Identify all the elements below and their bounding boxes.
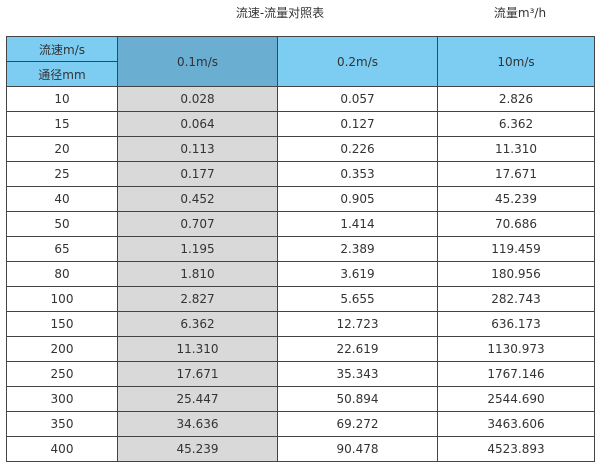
diameter-cell: 250 [6, 361, 118, 387]
flow-cell: 0.707 [117, 211, 278, 237]
table-row: 40 0.452 0.905 45.239 [6, 186, 595, 212]
table-row: 50 0.707 1.414 70.686 [6, 211, 595, 237]
flow-cell: 180.956 [437, 261, 595, 287]
flow-cell: 3463.606 [437, 411, 595, 437]
table-row: 20 0.113 0.226 11.310 [6, 136, 595, 162]
flow-cell: 6.362 [437, 111, 595, 137]
flow-cell: 0.057 [277, 86, 438, 112]
flow-cell: 2.826 [437, 86, 595, 112]
flow-cell: 2544.690 [437, 386, 595, 412]
table-row: 100 2.827 5.655 282.743 [6, 286, 595, 312]
table-title: 流速-流量对照表 [235, 6, 325, 20]
column-header: 0.1m/s [117, 36, 278, 87]
flow-cell: 0.905 [277, 186, 438, 212]
velocity-header: 流速m/s [6, 36, 118, 62]
header-row: 通径mm [6, 61, 595, 87]
diameter-cell: 150 [6, 311, 118, 337]
flow-cell: 17.671 [437, 161, 595, 187]
flow-cell: 11.310 [117, 336, 278, 362]
diameter-cell: 15 [6, 111, 118, 137]
flow-cell: 45.239 [437, 186, 595, 212]
flow-cell: 6.362 [117, 311, 278, 337]
table-row: 350 34.636 69.272 3463.606 [6, 411, 595, 437]
flow-cell: 0.452 [117, 186, 278, 212]
flow-cell: 12.723 [277, 311, 438, 337]
flow-cell: 119.459 [437, 236, 595, 262]
flow-table: 流速m/s 0.1m/s 0.2m/s 10m/s 通径mm 10 0.028 0.… [6, 36, 595, 462]
diameter-cell: 200 [6, 336, 118, 362]
flow-cell: 90.478 [277, 436, 438, 462]
table-row: 15 0.064 0.127 6.362 [6, 111, 595, 137]
diameter-cell: 100 [6, 286, 118, 312]
flow-cell: 1.414 [277, 211, 438, 237]
table-row: 200 11.310 22.619 1130.973 [6, 336, 595, 362]
flow-cell: 0.226 [277, 136, 438, 162]
flow-cell: 636.173 [437, 311, 595, 337]
table-row: 150 6.362 12.723 636.173 [6, 311, 595, 337]
flow-cell: 5.655 [277, 286, 438, 312]
flow-cell: 0.113 [117, 136, 278, 162]
flow-cell: 70.686 [437, 211, 595, 237]
flow-cell: 25.447 [117, 386, 278, 412]
diameter-cell: 350 [6, 411, 118, 437]
diameter-cell: 80 [6, 261, 118, 287]
flow-cell: 282.743 [437, 286, 595, 312]
diameter-cell: 50 [6, 211, 118, 237]
flow-cell: 0.064 [117, 111, 278, 137]
flow-cell: 0.353 [277, 161, 438, 187]
flow-cell: 3.619 [277, 261, 438, 287]
table-row: 80 1.810 3.619 180.956 [6, 261, 595, 287]
flow-cell: 4523.893 [437, 436, 595, 462]
header-row: 流速m/s 0.1m/s 0.2m/s 10m/s [6, 36, 595, 87]
flow-cell: 17.671 [117, 361, 278, 387]
diameter-cell: 300 [6, 386, 118, 412]
column-header: 10m/s [437, 36, 595, 87]
diameter-cell: 25 [6, 161, 118, 187]
diameter-cell: 400 [6, 436, 118, 462]
flow-cell: 34.636 [117, 411, 278, 437]
diameter-cell: 40 [6, 186, 118, 212]
table-row: 65 1.195 2.389 119.459 [6, 236, 595, 262]
flow-cell: 22.619 [277, 336, 438, 362]
column-header: 0.2m/s [277, 36, 438, 87]
table-row: 400 45.239 90.478 4523.893 [6, 436, 595, 462]
diameter-cell: 65 [6, 236, 118, 262]
table-row: 10 0.028 0.057 2.826 [6, 86, 595, 112]
flow-cell: 2.389 [277, 236, 438, 262]
flow-cell: 2.827 [117, 286, 278, 312]
flow-cell: 1.195 [117, 236, 278, 262]
flow-cell: 35.343 [277, 361, 438, 387]
flow-cell: 69.272 [277, 411, 438, 437]
table-row: 300 25.447 50.894 2544.690 [6, 386, 595, 412]
flow-cell: 1130.973 [437, 336, 595, 362]
flow-cell: 0.028 [117, 86, 278, 112]
unit-label: 流量m³/h [493, 6, 547, 20]
flow-cell: 45.239 [117, 436, 278, 462]
diameter-cell: 20 [6, 136, 118, 162]
table-row: 25 0.177 0.353 17.671 [6, 161, 595, 187]
flow-cell: 1.810 [117, 261, 278, 287]
flow-cell: 50.894 [277, 386, 438, 412]
diameter-header: 通径mm [6, 61, 118, 87]
flow-cell: 11.310 [437, 136, 595, 162]
table-row: 250 17.671 35.343 1767.146 [6, 361, 595, 387]
flow-cell: 0.127 [277, 111, 438, 137]
flow-cell: 1767.146 [437, 361, 595, 387]
diameter-cell: 10 [6, 86, 118, 112]
flow-cell: 0.177 [117, 161, 278, 187]
